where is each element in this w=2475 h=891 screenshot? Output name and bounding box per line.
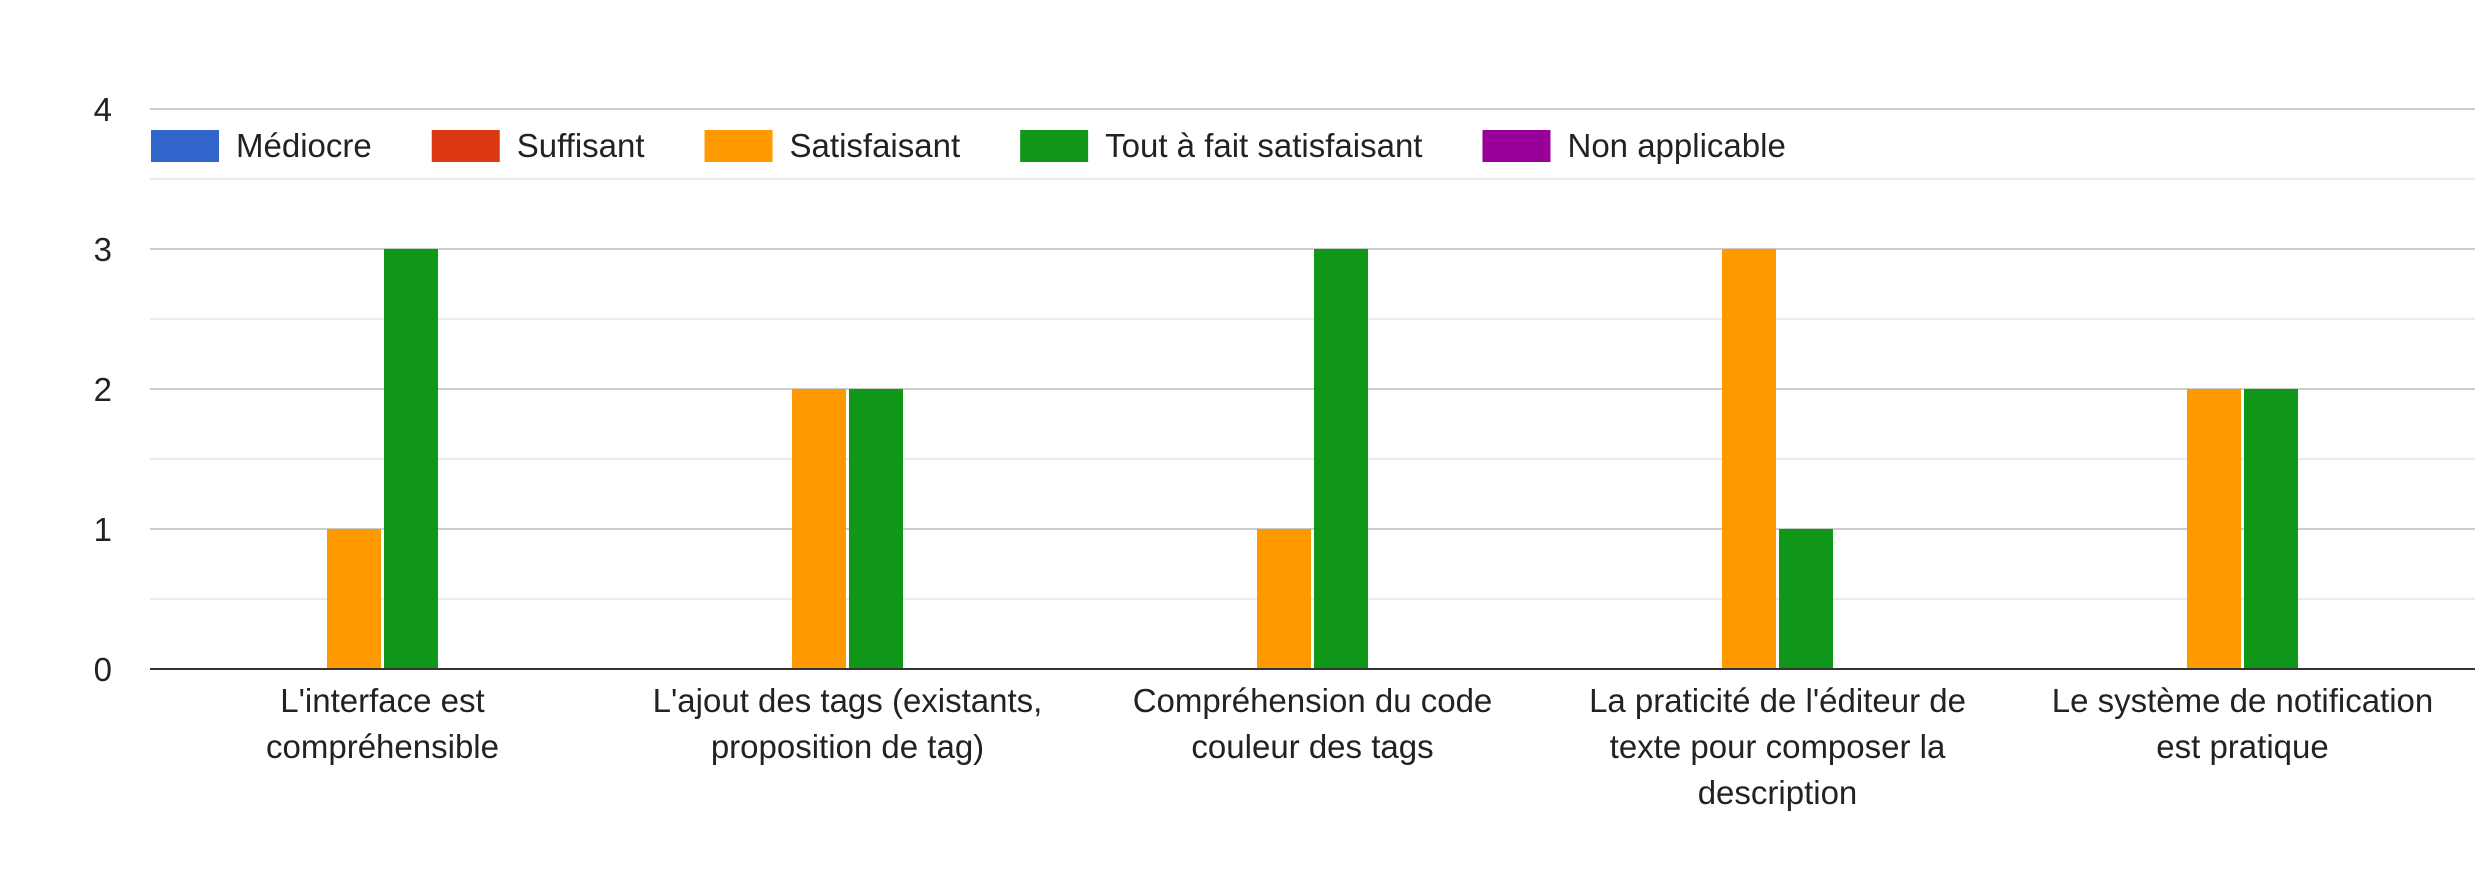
legend-swatch xyxy=(704,130,773,162)
y-tick-label: 1 xyxy=(94,511,112,548)
legend-swatch xyxy=(1482,130,1551,162)
x-tick-label: Le système de notification est pratique xyxy=(2052,682,2434,765)
legend-item[interactable]: Médiocre xyxy=(151,127,372,164)
bar[interactable] xyxy=(1257,529,1311,669)
legend-label: Non applicable xyxy=(1567,127,1785,164)
legend-label: Satisfaisant xyxy=(790,127,961,164)
y-tick-label: 2 xyxy=(94,371,112,408)
legend-item[interactable]: Non applicable xyxy=(1482,127,1786,164)
legend-label: Médiocre xyxy=(236,127,372,164)
bar[interactable] xyxy=(2187,389,2241,669)
bar[interactable] xyxy=(849,389,903,669)
legend[interactable]: Médiocre Suffisant Satisfaisant Tout à fait… xyxy=(151,127,1786,164)
y-tick-label: 3 xyxy=(94,231,112,268)
x-tick-label: La praticité de l'éditeur de texte pour c… xyxy=(1589,682,1966,811)
legend-swatch xyxy=(431,130,500,162)
bar[interactable] xyxy=(1722,249,1776,669)
legend-label: Suffisant xyxy=(517,127,645,164)
bar[interactable] xyxy=(2244,389,2298,669)
y-axis-ticks: 0 1 2 3 4 xyxy=(94,91,112,688)
bar[interactable] xyxy=(792,389,846,669)
y-tick-label: 0 xyxy=(94,651,112,688)
legend-swatch xyxy=(1020,130,1089,162)
legend-item[interactable]: Satisfaisant xyxy=(704,127,961,164)
bars xyxy=(327,249,2298,669)
bar[interactable] xyxy=(384,249,438,669)
legend-item[interactable]: Suffisant xyxy=(431,127,645,164)
y-tick-label: 4 xyxy=(94,91,112,128)
legend-label: Tout à fait satisfaisant xyxy=(1105,127,1422,164)
bar[interactable] xyxy=(1314,249,1368,669)
legend-swatch xyxy=(151,130,219,162)
legend-item[interactable]: Tout à fait satisfaisant xyxy=(1020,127,1422,164)
x-tick-label: L'ajout des tags (existants, proposition … xyxy=(653,682,1043,765)
bar[interactable] xyxy=(327,529,381,669)
bar[interactable] xyxy=(1779,529,1833,669)
x-tick-label: L'interface est compréhensible xyxy=(266,682,499,765)
gridlines xyxy=(150,108,2475,600)
x-tick-label: Compréhension du code couleur des tags xyxy=(1133,682,1493,765)
x-axis-labels: L'interface est compréhensible L'ajout des… xyxy=(266,682,2433,811)
